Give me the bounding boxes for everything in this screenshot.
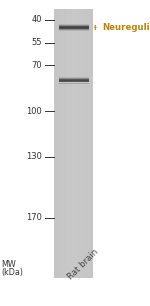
Bar bbox=[58, 83, 88, 84]
Bar bbox=[75, 9, 77, 278]
Text: 55: 55 bbox=[32, 38, 42, 47]
Bar bbox=[54, 9, 56, 278]
Bar bbox=[77, 9, 79, 278]
Text: Rat brain: Rat brain bbox=[66, 248, 100, 282]
Text: (kDa): (kDa) bbox=[2, 268, 24, 277]
Bar bbox=[79, 9, 81, 278]
Text: 130: 130 bbox=[26, 152, 42, 161]
Text: 100: 100 bbox=[26, 106, 42, 116]
Bar bbox=[91, 9, 93, 278]
Bar bbox=[58, 77, 88, 78]
Bar bbox=[58, 28, 88, 29]
Bar bbox=[56, 9, 58, 278]
Bar bbox=[58, 82, 88, 83]
Text: 40: 40 bbox=[32, 15, 42, 24]
Bar bbox=[70, 9, 72, 278]
Bar bbox=[87, 9, 89, 278]
Bar bbox=[89, 9, 91, 278]
Bar bbox=[64, 9, 66, 278]
Bar bbox=[85, 9, 87, 278]
Bar bbox=[54, 9, 93, 278]
Bar bbox=[62, 9, 64, 278]
Text: Neuregulin-1: Neuregulin-1 bbox=[102, 23, 150, 32]
Bar bbox=[66, 9, 68, 278]
Bar bbox=[68, 9, 70, 278]
Bar bbox=[58, 81, 88, 82]
Bar bbox=[58, 79, 88, 80]
Bar bbox=[58, 9, 60, 278]
Bar bbox=[58, 30, 88, 31]
Bar bbox=[58, 27, 88, 28]
Bar bbox=[58, 25, 88, 26]
Text: 170: 170 bbox=[26, 213, 42, 222]
Bar bbox=[83, 9, 85, 278]
Bar bbox=[81, 9, 83, 278]
Bar bbox=[58, 80, 88, 81]
Bar bbox=[58, 26, 88, 27]
Text: 70: 70 bbox=[31, 61, 42, 70]
Bar bbox=[58, 78, 88, 79]
Bar bbox=[72, 9, 74, 278]
Text: MW: MW bbox=[2, 260, 16, 269]
Bar bbox=[58, 29, 88, 30]
Bar bbox=[74, 9, 75, 278]
Bar bbox=[60, 9, 62, 278]
